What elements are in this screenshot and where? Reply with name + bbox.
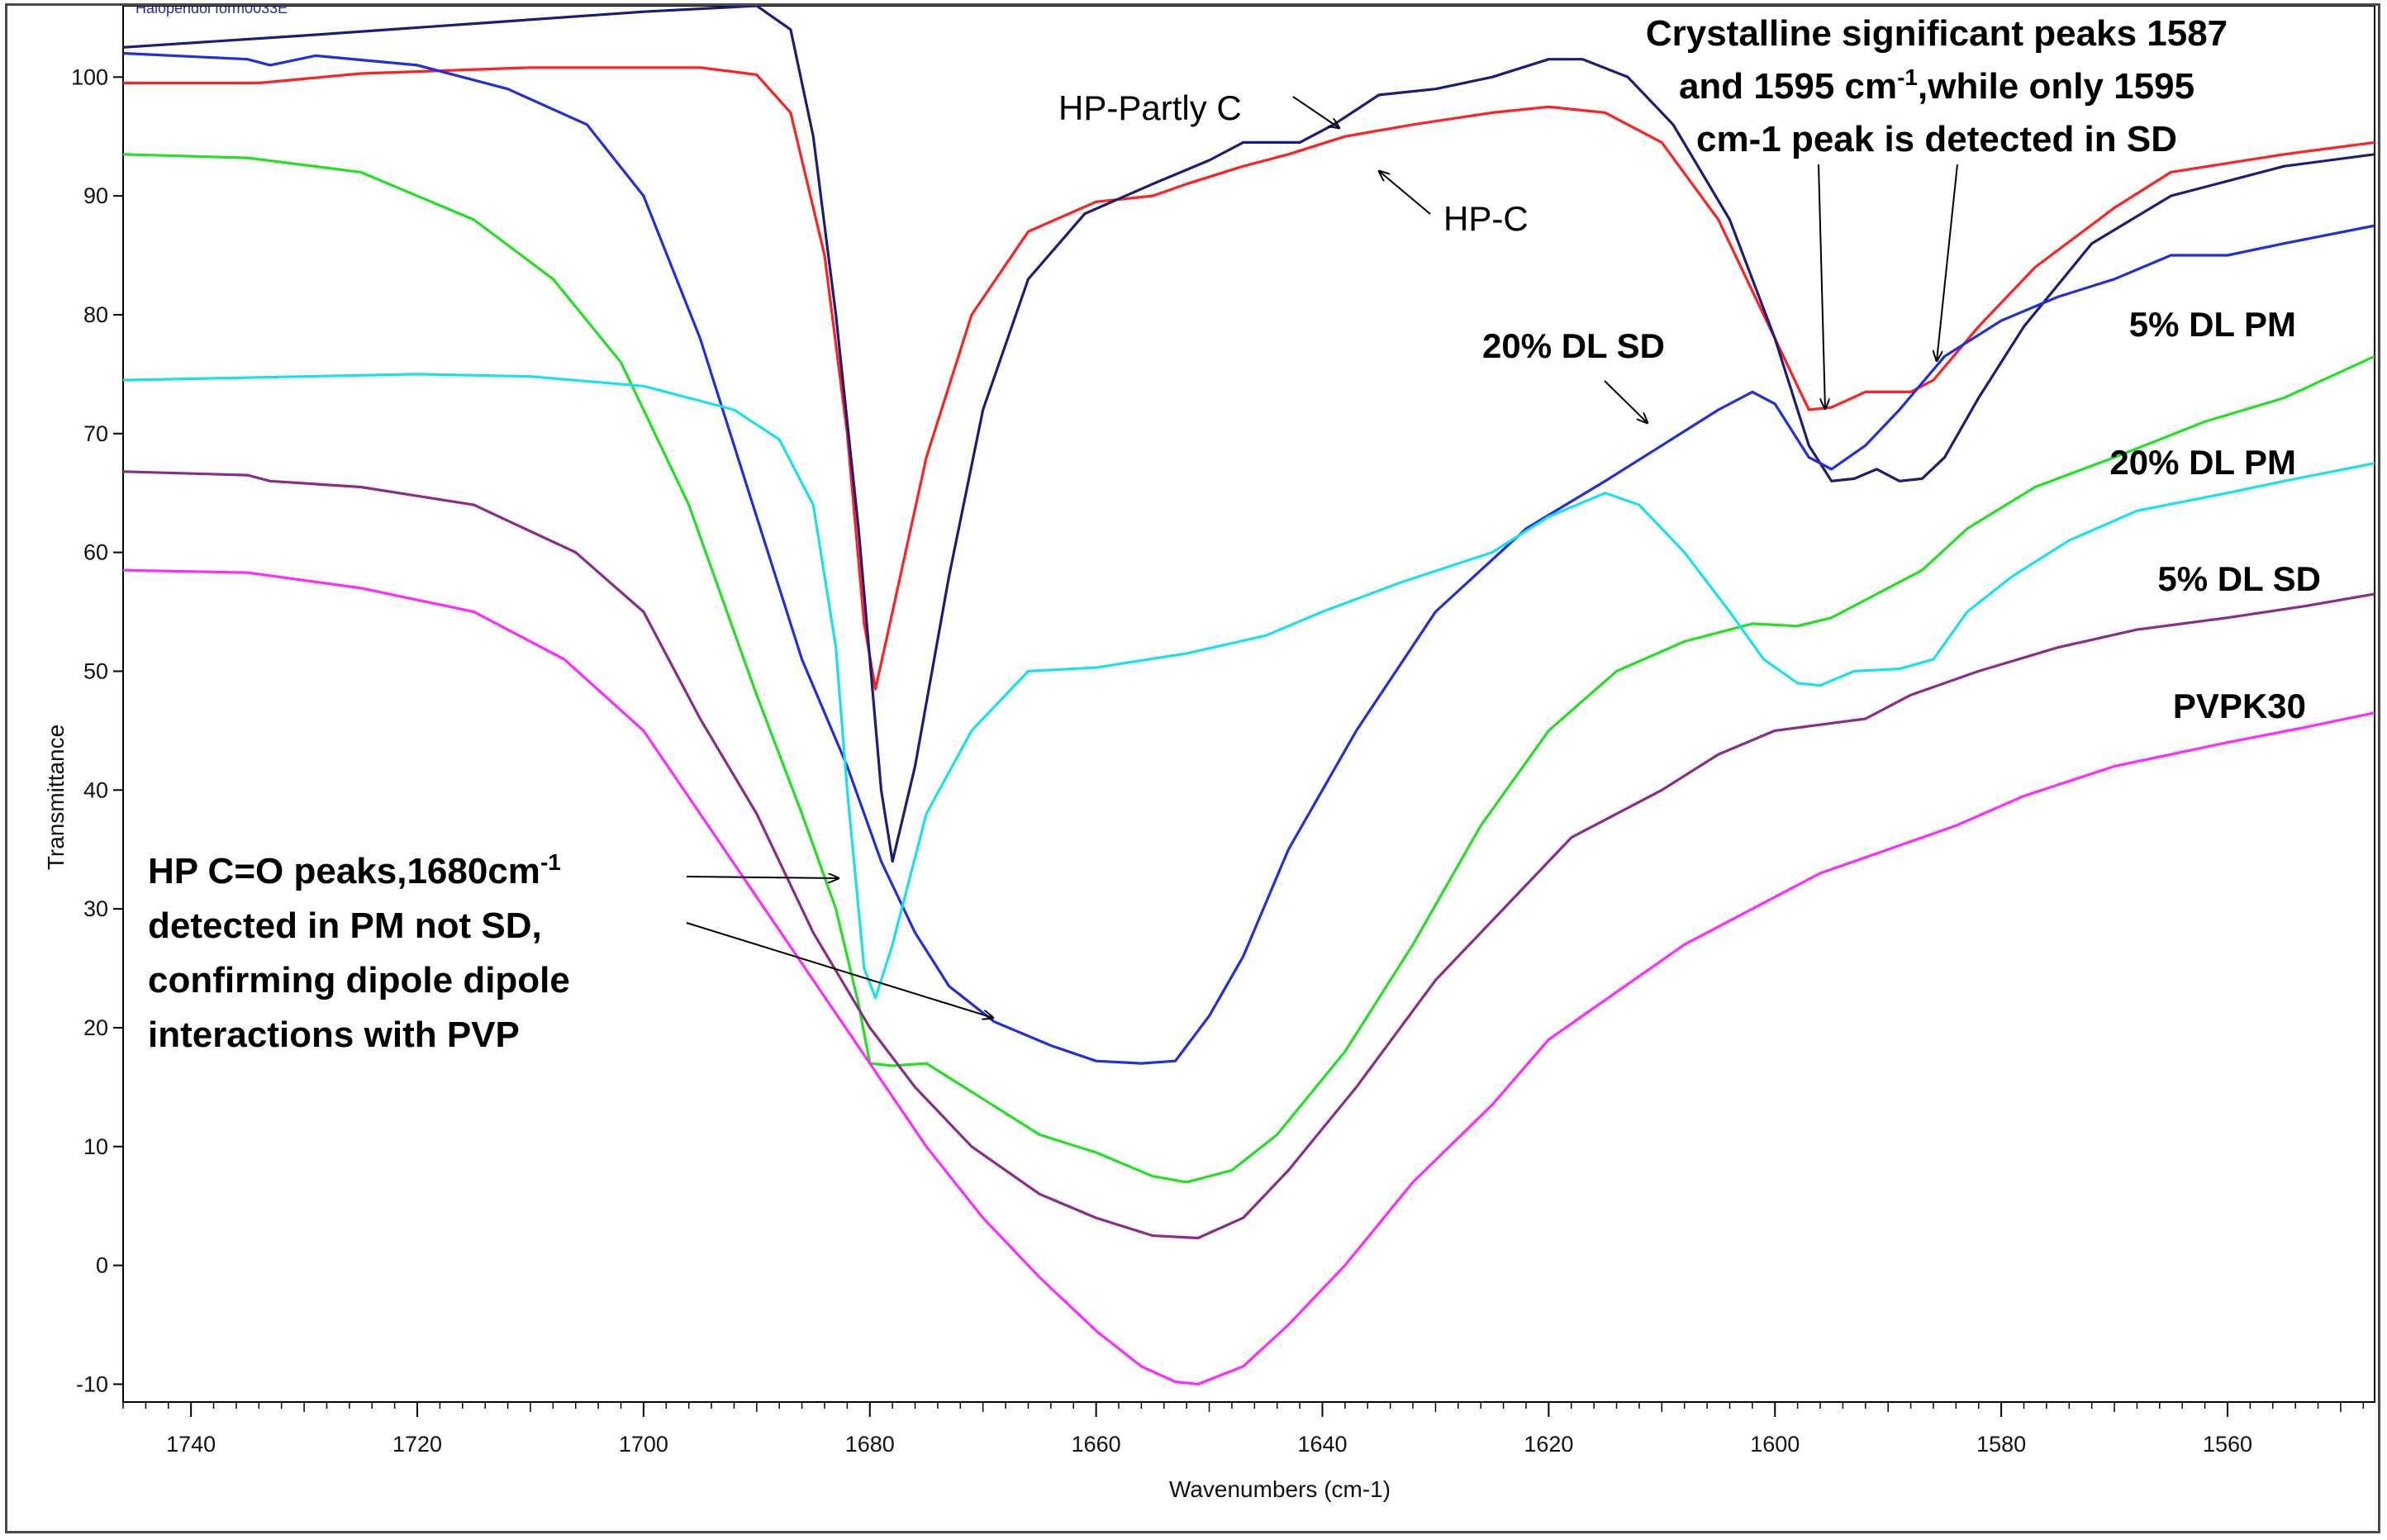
x-tick-label: 1640 — [1297, 1432, 1347, 1457]
series-line-hp-partly-c — [123, 6, 2375, 863]
x-tick-label: 1700 — [619, 1432, 668, 1457]
y-tick-label: 40 — [83, 777, 108, 802]
figure-frame: Haloperidol form0033E 100 90 80 70 60 50 40 30 2… — [5, 3, 2380, 1533]
x-axis-label: Wavenumbers (cm-1) — [1169, 1476, 1391, 1502]
y-tick-label: 60 — [83, 540, 108, 565]
label-hp-partly-c: HP-Partly C — [1058, 88, 1242, 127]
x-tick-label: 1720 — [392, 1432, 442, 1457]
plot-area — [122, 6, 2375, 1403]
label-crystalline-line3: cm-1 peak is detected in SD — [1696, 119, 2177, 159]
label-5dl-sd: 5% DL SD — [2157, 559, 2321, 598]
ftir-chart: Haloperidol form0033E 100908070605040302… — [43, 6, 2375, 1502]
series-line-20-dl-pm — [123, 470, 2375, 1240]
x-axis: 1740 1720 1700 1680 1660 1640 1620 1600 1580 1560 — [122, 1402, 2365, 1457]
y-tick-label: 90 — [83, 183, 108, 208]
y-tick-label: 50 — [83, 658, 108, 683]
label-crystalline-line1: Crystalline significant peaks 1587 — [1646, 13, 2228, 54]
label-20dl-pm: 20% DL PM — [2109, 443, 2296, 482]
label-crystalline-sup: -1 — [1897, 64, 1918, 90]
x-tick-label: 1660 — [1072, 1432, 1121, 1457]
series-line-pvpk30 — [123, 568, 2375, 1386]
x-tick-label: 1620 — [1524, 1432, 1573, 1457]
y-tick-label: 80 — [83, 302, 108, 327]
x-tick-label: 1740 — [166, 1432, 216, 1457]
x-tick-label: 1600 — [1750, 1432, 1800, 1457]
x-tick-label: 1680 — [845, 1432, 895, 1457]
arrow-hp-c — [1379, 171, 1431, 215]
series-line-5-dl-pm — [123, 153, 2375, 1184]
series-group — [123, 6, 2375, 1386]
y-tick-label: 70 — [83, 421, 108, 446]
y-tick-label: 0 — [96, 1253, 108, 1278]
arrow-hp-partly-c — [1292, 96, 1339, 128]
label-co-line4: interactions with PVP — [148, 1015, 520, 1055]
label-co-sup: -1 — [540, 849, 561, 875]
label-hp-c: HP-C — [1443, 199, 1529, 238]
arrow-co-pm — [686, 877, 839, 878]
label-pvpk30: PVPK30 — [2173, 687, 2306, 725]
y-tick-label: -10 — [76, 1371, 108, 1396]
arrow-20dl-sd — [1604, 380, 1648, 423]
series-line-5-dl-sd — [123, 373, 2375, 1000]
series-line-hp-c — [123, 66, 2375, 691]
arrow-1587-peak — [1937, 164, 1958, 361]
label-20dl-sd: 20% DL SD — [1482, 326, 1665, 365]
x-tick-label: 1560 — [2203, 1432, 2252, 1457]
label-crystalline-line2b: ,while only 1595 — [1918, 66, 2194, 107]
y-axis-label: Transmittance — [43, 725, 69, 870]
arrow-1595-peak — [1818, 164, 1825, 409]
x-tick-label: 1580 — [1976, 1432, 2026, 1457]
label-crystalline-line2a: and 1595 cm — [1679, 66, 1897, 107]
label-co-line1: HP C=O peaks,1680cm-1 — [148, 849, 561, 891]
label-co-line2: detected in PM not SD, — [148, 905, 542, 946]
y-tick-label: 100 — [71, 64, 108, 89]
y-tick-label: 20 — [83, 1015, 108, 1040]
label-co-line3: confirming dipole dipole — [148, 960, 570, 1001]
label-co-line1a: HP C=O peaks,1680cm — [148, 851, 540, 891]
label-5dl-pm: 5% DL PM — [2129, 305, 2296, 344]
y-tick-label: 10 — [83, 1134, 108, 1159]
chart-header: Haloperidol form0033E — [136, 6, 288, 17]
label-crystalline-line2: and 1595 cm-1,while only 1595 — [1679, 64, 2194, 107]
series-line-20-dl-sd — [123, 51, 2375, 1065]
y-tick-label: 30 — [83, 896, 108, 921]
arrow-co-sd — [686, 922, 993, 1018]
